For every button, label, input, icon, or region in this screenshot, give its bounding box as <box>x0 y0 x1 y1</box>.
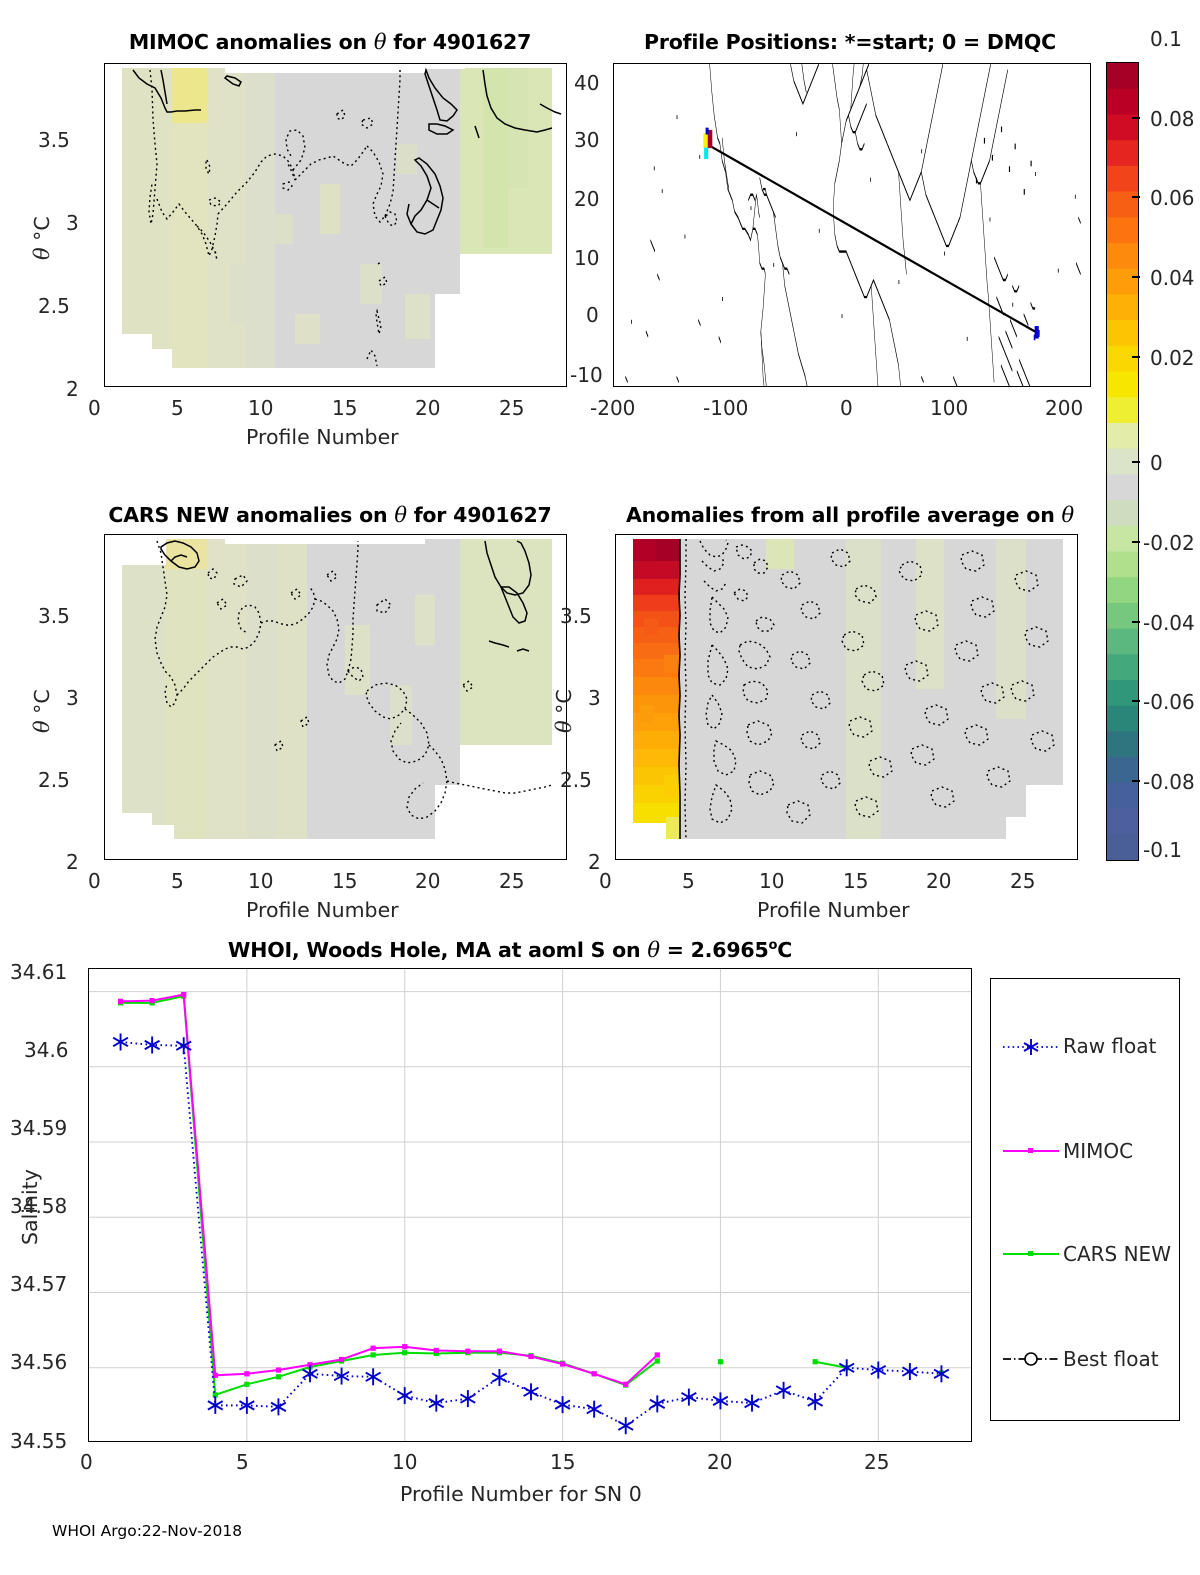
panel3-heatmap <box>105 535 566 859</box>
legend-label-cars-new: CARS NEW <box>1063 1242 1171 1266</box>
legend-label-best-float: Best float <box>1063 1347 1159 1371</box>
panel4-axes <box>615 534 1078 860</box>
panel3-xlabel: Profile Number <box>246 898 399 922</box>
panel5-title: WHOI, Woods Hole, MA at aoml S on θ = 2.… <box>130 938 890 962</box>
panel3-title-post: for 4901627 <box>406 503 552 527</box>
colorbar-gradient <box>1107 63 1138 860</box>
panel4-ylabel: θ °C <box>552 689 576 733</box>
panel4-title: Anomalies from all profile average on θ <box>590 503 1110 527</box>
series-group <box>112 991 950 1435</box>
panel5-xlabel: Profile Number for SN 0 <box>400 1482 642 1506</box>
start-profile-markers <box>703 127 713 159</box>
island-speckles <box>631 115 1076 341</box>
panel4-heatmap <box>616 535 1077 859</box>
legend-sample-best-float <box>1003 1352 1059 1366</box>
panel4-level-contours <box>678 539 681 839</box>
panel3-level-contours <box>160 540 532 652</box>
world-coastline-map <box>614 64 1090 386</box>
panel5-axes <box>88 968 972 1442</box>
coastlines <box>625 64 1081 386</box>
panel3-ylabel: θ °C <box>30 689 54 733</box>
panel1-level-contours <box>132 67 562 235</box>
panel1-title-pre: MIMOC anomalies on <box>128 30 374 54</box>
panel1-title-post: for 4901627 <box>386 30 532 54</box>
dmqc-profile-markers <box>1033 326 1040 341</box>
circle-icon <box>1024 1352 1038 1366</box>
panel4-title-pre: Anomalies from all profile average on <box>626 503 1062 527</box>
panel1-title: MIMOC anomalies on θ for 4901627 <box>80 30 580 54</box>
legend-box <box>990 978 1180 1421</box>
panel4-xlabel: Profile Number <box>757 898 910 922</box>
panel3-axes <box>104 534 567 860</box>
figure-footer: WHOI Argo:22-Nov-2018 <box>52 1522 243 1540</box>
panel5-title-sup: o <box>768 938 778 954</box>
float-trajectory <box>711 145 1038 335</box>
panel2-axes <box>613 63 1091 387</box>
panel4-zero-contours <box>684 539 1055 840</box>
panel5-title-post: C <box>777 938 793 962</box>
theta-symbol: θ <box>1061 503 1075 527</box>
legend-sample-cars-new <box>1003 1251 1059 1256</box>
panel5-title-mid: = 2.6965 <box>659 938 769 962</box>
grid-lines <box>89 969 971 1441</box>
panel1-axes <box>104 63 567 387</box>
panel5-title-pre: WHOI, Woods Hole, MA at aoml S on <box>227 938 648 962</box>
legend-label-raw-float: Raw float <box>1063 1034 1157 1058</box>
legend-label-mimoc: MIMOC <box>1063 1139 1134 1163</box>
legend-sample-mimoc <box>1003 1148 1059 1153</box>
panel3-zero-contours <box>154 540 553 820</box>
theta-symbol: θ <box>394 503 407 527</box>
panel5-ylabel: Salinity <box>18 1169 42 1245</box>
panel2-title: Profile Positions: *=start; 0 = DMQC <box>644 30 1056 54</box>
theta-symbol: θ <box>647 938 660 962</box>
legend-samples <box>1003 1039 1059 1366</box>
panel3-title-pre: CARS NEW anomalies on <box>108 503 395 527</box>
panel1-zero-contours <box>148 69 401 367</box>
panel1-xlabel: Profile Number <box>246 425 399 449</box>
salinity-timeseries-plot <box>89 969 971 1441</box>
panel3-title: CARS NEW anomalies on θ for 4901627 <box>60 503 600 527</box>
legend-sample-raw-float <box>1003 1039 1059 1055</box>
panel1-ylabel: θ °C <box>30 216 54 260</box>
asterisk-icon <box>1023 1039 1039 1055</box>
panel1-heatmap <box>105 64 566 386</box>
theta-symbol: θ <box>373 30 387 54</box>
